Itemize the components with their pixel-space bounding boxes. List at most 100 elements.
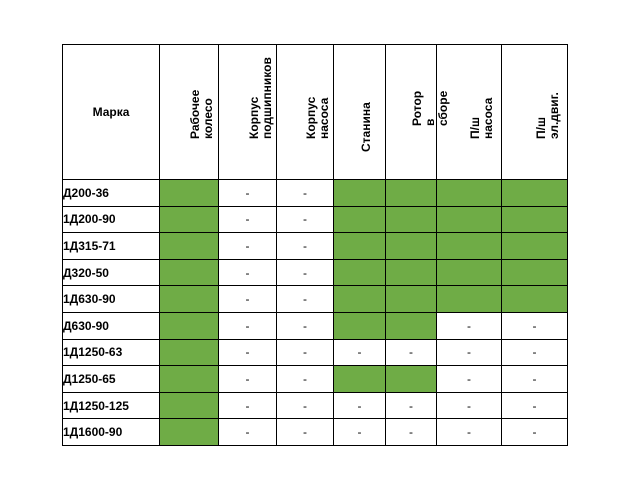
filled-cell — [333, 232, 386, 260]
column-header-motor-bearing: П/ш эл.двиг. — [501, 44, 568, 180]
dash-cell: - — [276, 258, 334, 287]
column-header-brand: Марка — [62, 44, 160, 180]
dash-cell: - — [218, 285, 277, 313]
dash-cell: - — [436, 311, 502, 340]
column-header-label: Корпус подшипников — [246, 57, 274, 139]
row-brand: Д630-90 — [62, 311, 160, 340]
table-row: 1Д1250-63- - - - - - — [62, 338, 568, 367]
dash-cell: - — [501, 311, 568, 340]
filled-cell — [333, 311, 386, 340]
table-row: 1Д1600-90- - - - - - — [62, 418, 568, 446]
dash-cell: - — [501, 338, 568, 367]
filled-cell — [385, 258, 437, 287]
table-row: Д1250-65- - - - — [62, 365, 568, 393]
dash-cell: - — [218, 365, 277, 393]
dash-cell: - — [436, 365, 502, 393]
dash-cell: - — [276, 179, 334, 207]
filled-cell — [385, 311, 437, 340]
row-brand: Д200-36 — [62, 179, 160, 207]
row-brand: 1Д315-71 — [62, 232, 160, 260]
dash-cell: - — [501, 391, 568, 420]
column-header-label: Станина — [358, 102, 373, 152]
filled-cell — [159, 338, 219, 367]
dash-cell: - — [218, 418, 277, 446]
dash-cell: - — [276, 338, 334, 367]
table-row: 1Д200-90 - - — [62, 205, 568, 234]
row-brand: 1Д1250-125 — [62, 391, 160, 420]
filled-cell — [159, 258, 219, 287]
row-brand: Д1250-65 — [62, 365, 160, 393]
dash-cell: - — [218, 205, 277, 234]
filled-cell — [501, 232, 568, 260]
filled-cell — [159, 232, 219, 260]
table-row: Д630-90- - - - — [62, 311, 568, 340]
dash-cell: - — [333, 338, 386, 367]
column-header-impeller: Рабочее колесо — [159, 44, 219, 180]
column-header-frame: Станина — [333, 44, 386, 180]
column-header-label: П/ш насоса — [468, 97, 495, 139]
row-brand: Д320-50 — [62, 258, 160, 287]
filled-cell — [385, 285, 437, 313]
filled-cell — [333, 205, 386, 234]
filled-cell — [436, 285, 502, 313]
column-header-label: П/ш эл.двиг. — [533, 92, 561, 139]
column-header-pump-casing: Корпус насоса — [276, 44, 334, 180]
filled-cell — [385, 365, 437, 393]
dash-cell: - — [385, 338, 437, 367]
filled-cell — [385, 205, 437, 234]
filled-cell — [385, 232, 437, 260]
table-row: Д200-36 - - — [62, 179, 568, 207]
dash-cell: - — [218, 258, 277, 287]
filled-cell — [159, 179, 219, 207]
dash-cell: - — [218, 391, 277, 420]
dash-cell: - — [436, 338, 502, 367]
filled-cell — [501, 205, 568, 234]
filled-cell — [385, 179, 437, 207]
dash-cell: - — [333, 391, 386, 420]
column-header-rotor-assembly: Ротор в сборе — [385, 44, 450, 180]
row-brand: 1Д1250-63 — [62, 338, 160, 367]
table-row: 1Д315-71 - - — [62, 232, 568, 260]
filled-cell — [159, 418, 219, 446]
dash-cell: - — [501, 365, 568, 393]
filled-cell — [159, 205, 219, 234]
filled-cell — [159, 311, 219, 340]
filled-cell — [436, 232, 502, 260]
column-header-label: Корпус насоса — [304, 96, 331, 139]
filled-cell — [159, 285, 219, 313]
filled-cell — [333, 258, 386, 287]
dash-cell: - — [276, 365, 334, 393]
dash-cell: - — [218, 179, 277, 207]
filled-cell — [436, 258, 502, 287]
dash-cell: - — [385, 391, 437, 420]
filled-cell — [333, 285, 386, 313]
dash-cell: - — [385, 418, 437, 446]
filled-cell — [159, 391, 219, 420]
dash-cell: - — [276, 285, 334, 313]
filled-cell — [436, 179, 502, 207]
filled-cell — [436, 205, 502, 234]
filled-cell — [333, 179, 386, 207]
table-row: 1Д630-90 - - — [62, 285, 568, 313]
filled-cell — [501, 258, 568, 287]
filled-cell — [501, 285, 568, 313]
column-header-bearing-housing: Корпус подшипников — [218, 44, 277, 180]
filled-cell — [333, 365, 386, 393]
table-row: Д320-50 - - — [62, 258, 568, 287]
dash-cell: - — [218, 338, 277, 367]
filled-cell — [501, 179, 568, 207]
table-row: 1Д1250-125- - - - - - — [62, 391, 568, 420]
dash-cell: - — [436, 418, 502, 446]
header-row: Марка Рабочее колесо Корпус подшипников … — [62, 44, 568, 180]
dash-cell: - — [276, 311, 334, 340]
dash-cell: - — [276, 418, 334, 446]
dash-cell: - — [333, 418, 386, 446]
dash-cell: - — [218, 311, 277, 340]
dash-cell: - — [218, 232, 277, 260]
dash-cell: - — [436, 391, 502, 420]
dash-cell: - — [276, 391, 334, 420]
dash-cell: - — [501, 418, 568, 446]
filled-cell — [159, 365, 219, 393]
row-brand: 1Д630-90 — [62, 285, 160, 313]
parts-table: Марка Рабочее колесо Корпус подшипников … — [62, 44, 568, 446]
